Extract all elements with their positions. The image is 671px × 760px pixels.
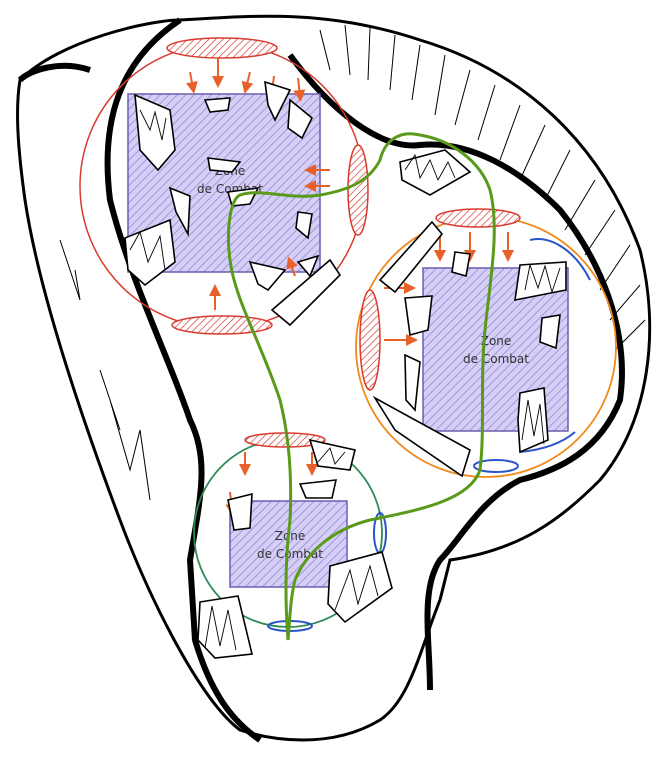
rock-icon bbox=[197, 595, 253, 659]
spike-icon bbox=[404, 153, 456, 182]
rock-icon bbox=[404, 353, 421, 412]
outer-boundary bbox=[16, 14, 652, 742]
spike-icon bbox=[204, 605, 237, 651]
rock-icon bbox=[327, 551, 393, 624]
rock-icon bbox=[134, 93, 176, 172]
zone-2-spawn-left bbox=[359, 289, 381, 391]
zone-1-spawn-bottom bbox=[171, 315, 273, 335]
zone-1-spawn-top bbox=[166, 37, 278, 59]
rock-icon bbox=[404, 295, 433, 337]
rock-icon bbox=[207, 157, 242, 173]
spike-icon bbox=[524, 263, 561, 294]
zone-2-label-line1: Zone bbox=[481, 334, 512, 348]
rock-icon bbox=[296, 254, 320, 278]
left-cliff-scribbles bbox=[59, 239, 151, 501]
spike-icon bbox=[317, 447, 346, 465]
green-route bbox=[226, 132, 496, 641]
rock-icon bbox=[451, 251, 471, 278]
inner-ridge bbox=[17, 62, 91, 83]
rock-icon bbox=[372, 395, 471, 478]
cliff-hatching bbox=[319, 24, 646, 351]
spike-icon bbox=[334, 564, 379, 611]
outer-boundary-thick bbox=[104, 17, 262, 743]
rock-icon bbox=[378, 220, 444, 294]
zone-2-label-line2: de Combat bbox=[463, 352, 529, 366]
rock-icon bbox=[264, 80, 292, 122]
rock-icon bbox=[168, 186, 191, 237]
rock-icon bbox=[227, 492, 253, 531]
rock-icon bbox=[539, 314, 561, 350]
zone-2-spawn-top bbox=[435, 208, 521, 228]
zone-1-spawn-right bbox=[347, 144, 369, 236]
zone-2-exit-bottom bbox=[473, 459, 519, 473]
rocks bbox=[124, 80, 567, 659]
spike-icon bbox=[139, 109, 167, 141]
zone-2-blue-arrows bbox=[519, 238, 591, 453]
rock-icon bbox=[203, 97, 231, 113]
rock-icon bbox=[295, 211, 313, 240]
ridge-boundary bbox=[287, 53, 625, 691]
rock-icon bbox=[517, 387, 549, 454]
rock-spikes bbox=[129, 109, 561, 651]
rock-icon bbox=[298, 479, 338, 499]
spike-icon bbox=[129, 230, 166, 271]
rock-icon bbox=[270, 258, 342, 327]
zone-3-label-line1: Zone bbox=[275, 529, 306, 543]
spike-icon bbox=[521, 399, 545, 445]
rock-icon bbox=[287, 98, 314, 140]
rock-icon bbox=[248, 260, 287, 292]
